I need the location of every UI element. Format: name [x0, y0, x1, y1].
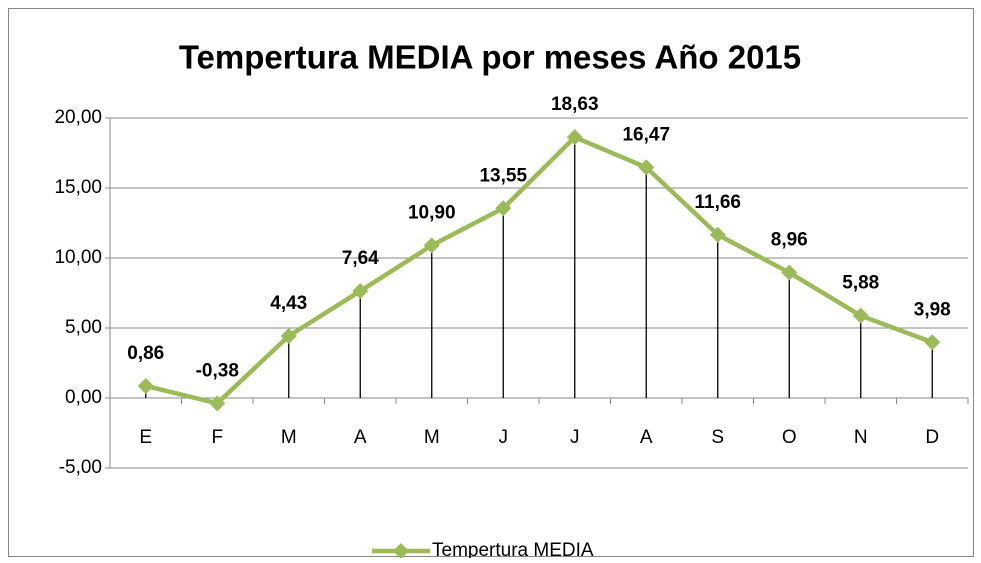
x-tick-label: M — [424, 427, 440, 448]
y-tick-label: 15,00 — [54, 177, 102, 198]
x-tick-label: O — [782, 427, 797, 448]
data-label: 7,64 — [342, 248, 379, 269]
data-label: 11,66 — [695, 192, 742, 213]
data-label: 16,47 — [622, 124, 670, 145]
y-tick-label: 10,00 — [54, 247, 102, 268]
y-tick-label: 5,00 — [65, 317, 102, 338]
chart-title: Tempertura MEDIA por meses Año 2015 — [179, 39, 801, 76]
point-marker — [924, 334, 941, 351]
data-label: -0,38 — [196, 360, 239, 381]
data-label: 3,98 — [914, 299, 951, 320]
data-label: 10,90 — [408, 202, 456, 223]
point-marker — [852, 307, 869, 324]
legend-label: Tempertura MEDIA — [432, 540, 594, 558]
x-tick-label: A — [640, 427, 653, 448]
point-marker — [781, 264, 798, 281]
legend-marker — [393, 543, 409, 559]
data-label: 0,86 — [127, 343, 164, 364]
point-marker — [352, 283, 369, 300]
y-tick-label: 20,00 — [54, 107, 102, 128]
data-label: 5,88 — [842, 273, 879, 294]
point-marker — [209, 395, 226, 412]
y-tick-label: -5,00 — [59, 457, 102, 478]
x-tick-label: N — [854, 427, 868, 448]
x-tick-label: A — [354, 427, 367, 448]
point-marker — [566, 129, 583, 146]
x-tick-label: J — [499, 427, 509, 448]
x-tick-label: F — [211, 427, 223, 448]
point-marker — [709, 226, 726, 243]
x-tick-label: M — [281, 427, 297, 448]
data-label: 8,96 — [771, 230, 808, 251]
x-tick-label: S — [711, 427, 724, 448]
x-tick-label: J — [570, 427, 580, 448]
point-marker — [137, 377, 154, 394]
point-marker — [423, 237, 440, 254]
point-marker — [280, 327, 297, 344]
x-tick-label: D — [925, 427, 939, 448]
series-line — [145, 134, 934, 406]
chart-border — [8, 8, 974, 557]
data-label: 4,43 — [270, 293, 307, 314]
x-tick-label: E — [139, 427, 152, 448]
point-marker — [495, 200, 512, 217]
data-label: 13,55 — [479, 165, 527, 186]
point-marker — [638, 159, 655, 176]
data-label: 18,63 — [551, 94, 599, 115]
y-tick-label: 0,00 — [65, 387, 102, 408]
